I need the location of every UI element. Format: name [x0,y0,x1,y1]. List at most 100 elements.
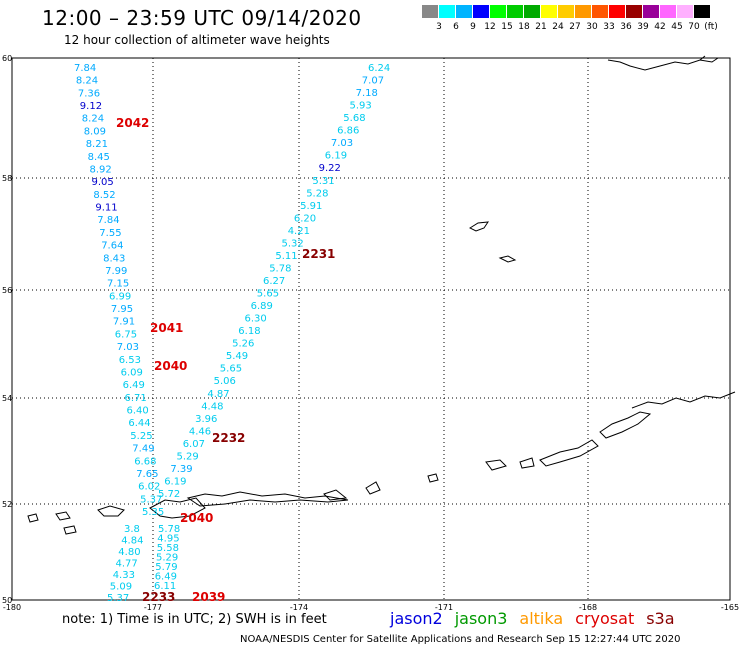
colorbar-swatch [677,5,693,18]
pass-time: 2040 [180,511,213,525]
colorbar-label: 9 [470,22,476,32]
swh-value: 3.96 [195,414,217,425]
colorbar-label: 70 [688,22,700,32]
colorbar-swatch [643,5,659,18]
swh-value: 4.21 [288,226,310,237]
swh-value: 7.03 [331,138,353,149]
swh-value: 5.58 [157,543,179,554]
swh-value: 4.33 [113,570,135,581]
colorbar-swatch [558,5,574,18]
swh-value: 7.18 [356,88,378,99]
swh-value: 7.99 [105,266,127,277]
swh-value: 5.31 [312,176,334,187]
pass-time: 2039 [192,590,225,604]
swh-value: 6.68 [134,456,156,467]
swh-value: 5.93 [350,101,372,112]
swh-value: 4.46 [189,426,211,437]
pass-time: 2042 [116,116,149,130]
lon-label: -165 [721,603,739,612]
swh-value: 6.19 [325,151,347,162]
map-border [11,57,731,601]
swh-value: 5.29 [177,451,199,462]
map-title: 12:00 – 23:59 UTC 09/14/2020 [42,6,362,30]
swh-value: 7.64 [101,241,123,252]
swh-value: 5.78 [269,264,291,275]
colorbar-swatch [439,5,455,18]
swh-value: 4.77 [116,559,138,570]
swh-value: 6.86 [337,126,359,137]
swh-value: 8.21 [86,139,108,150]
swh-value: 6.24 [368,63,390,74]
swh-value: 4.84 [121,536,143,547]
colorbar-label: 18 [518,22,530,32]
pass-time: 2233 [142,590,175,604]
mission-cryosat: cryosat [575,609,635,628]
swh-value: 6.27 [263,276,285,287]
colorbar-label: 6 [453,22,459,32]
swh-value: 7.65 [136,469,158,480]
lat-label: 56 [2,286,12,295]
lat-label: 60 [2,54,12,63]
mission-jason2: jason2 [390,609,443,628]
swh-value: 3.8 [124,524,140,535]
swh-value: 5.37 [140,494,162,505]
swh-value: 7.39 [170,464,192,475]
swh-value: 5.65 [220,364,242,375]
colorbar-swatch [592,5,608,18]
swh-value: 5.25 [130,431,152,442]
swh-value: 9.12 [80,101,102,112]
colorbar-swatch [507,5,523,18]
colorbar-swatch [694,5,710,18]
swh-value: 5.79 [155,562,177,573]
swh-value: 6.71 [125,393,147,404]
lat-label: 58 [2,174,12,183]
swh-value: 8.24 [82,114,104,125]
swh-value: 5.09 [110,582,132,593]
lon-label: -174 [290,603,308,612]
swh-value: 8.52 [93,190,115,201]
map-frame: 60 58 56 54 52 50-180 -177 -174 -171 -168 -165 [2,54,739,612]
pass-time: 2232 [212,431,245,445]
wave-height-tracks: 7.848.247.369.128.248.098.218.458.929.05… [74,63,390,604]
swh-value: 7.15 [107,279,129,290]
pass-time-labels: 2042 2231 2041 2040 2232 2040 2233 2039 [116,116,335,604]
swh-value: 6.19 [164,477,186,488]
swh-value: 6.30 [245,314,267,325]
swh-value: 9.11 [95,203,117,214]
lon-label: -177 [144,603,162,612]
swh-value: 7.49 [132,444,154,455]
swh-value: 5.37 [107,593,129,604]
swh-value: 7.36 [78,88,100,99]
swh-value: 4.87 [207,389,229,400]
colorbar-label: 27 [569,22,581,32]
swh-value: 4.95 [157,534,179,545]
lat-label: 54 [2,394,12,403]
swh-value: 4.80 [118,547,140,558]
colorbar-label: 21 [535,22,547,32]
swh-value: 5.28 [306,188,328,199]
swh-value: 6.75 [115,329,137,340]
colorbar-label: 33 [603,22,615,32]
mission-s3a: s3a [646,609,675,628]
swh-value: 6.53 [119,355,141,366]
swh-value: 5.11 [275,251,297,262]
swh-value: 6.09 [121,368,143,379]
pass-time: 2231 [302,247,335,261]
colorbar-label: 15 [501,22,513,32]
units-note: note: 1) Time is in UTC; 2) SWH is in fe… [62,612,327,627]
swh-value: 6.40 [127,406,149,417]
colorbar-label: 36 [620,22,632,32]
swh-value: 6.99 [109,291,131,302]
swh-value: 8.24 [76,76,98,87]
colorbar-label: 24 [552,22,564,32]
swh-value: 8.09 [84,126,106,137]
swh-value: 6.02 [138,482,160,493]
swh-value: 7.07 [362,76,384,87]
swh-value: 5.32 [282,238,304,249]
swh-value: 5.91 [300,201,322,212]
lat-label: 52 [2,500,12,509]
swh-value: 5.06 [214,376,236,387]
colorbar-label: 3 [436,22,442,32]
swh-value: 6.49 [123,380,145,391]
